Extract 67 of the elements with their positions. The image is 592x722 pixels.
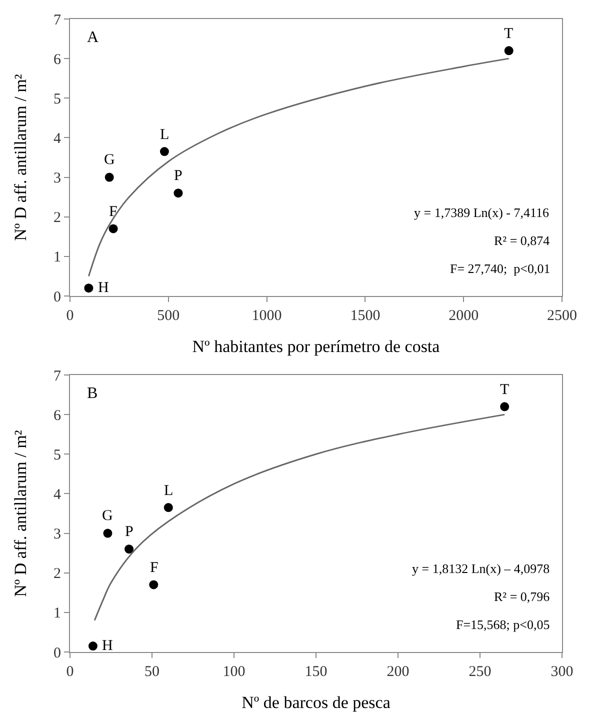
y-tick-label: 2 xyxy=(54,210,61,226)
y-tick-label: 0 xyxy=(54,289,61,306)
line-series xyxy=(94,414,506,622)
y-tick-label: 6 xyxy=(54,52,62,68)
annotation: G xyxy=(104,152,115,168)
point xyxy=(108,224,118,234)
point xyxy=(104,172,114,182)
point xyxy=(124,544,134,554)
annotation: G xyxy=(102,508,113,524)
point xyxy=(164,503,173,512)
x-tick-label: 500 xyxy=(157,308,180,324)
annotation: A xyxy=(87,29,99,46)
x-tick-label: 1000 xyxy=(252,308,282,324)
annotation: y = 1,8132 Ln(x) – 4,0978 xyxy=(412,561,550,576)
y-tick-label: 0 xyxy=(54,645,61,662)
x-tick-label: 2500 xyxy=(547,308,577,324)
line-series xyxy=(88,58,510,277)
x-tick-label: 1500 xyxy=(350,308,380,324)
x-tick-label: 50 xyxy=(144,664,160,680)
annotation: F= 27,740; p<0,01 xyxy=(450,261,550,276)
x-axis-title: Nº habitantes por perímetro de costa xyxy=(192,337,440,356)
x-tick-label: 250 xyxy=(468,664,492,680)
y-axis-title: Nº D aff. antillarum / m² xyxy=(11,74,30,241)
point xyxy=(149,580,158,590)
annotation: R² = 0,874 xyxy=(494,233,550,248)
point xyxy=(504,46,514,56)
x-tick-label: 300 xyxy=(550,664,574,680)
y-tick-label: 2 xyxy=(54,566,61,582)
annotation: F xyxy=(109,204,118,220)
annotation: H xyxy=(102,638,113,654)
point xyxy=(160,147,169,156)
annotation: L xyxy=(164,483,174,499)
y-tick-label: 6 xyxy=(54,408,62,424)
annotation: P xyxy=(125,524,134,540)
annotation: F xyxy=(150,560,158,576)
point xyxy=(174,188,183,198)
y-tick-label: 3 xyxy=(54,170,61,187)
point xyxy=(84,284,94,293)
point xyxy=(500,402,510,412)
annotation: R² = 0,796 xyxy=(494,589,550,604)
annotation: P xyxy=(174,168,182,184)
annotation: F=15,568; p<0,05 xyxy=(456,617,550,632)
annotation: T xyxy=(500,382,510,398)
annotation: B xyxy=(87,385,98,402)
annotation: T xyxy=(504,26,514,42)
x-tick-label: 100 xyxy=(222,664,246,680)
x-tick-label: 2000 xyxy=(448,308,479,324)
y-tick-label: 5 xyxy=(54,447,61,464)
y-tick-label: 3 xyxy=(54,526,61,543)
y-tick-label: 7 xyxy=(54,368,62,384)
x-tick-label: 200 xyxy=(386,664,410,680)
y-tick-label: 1 xyxy=(54,250,61,266)
annotation: L xyxy=(160,127,170,143)
y-axis-title: Nº D aff. antillarum / m² xyxy=(11,430,30,597)
x-axis-title: Nº de barcos de pesca xyxy=(242,693,391,712)
y-tick-label: 1 xyxy=(54,606,61,622)
y-tick-label: 4 xyxy=(54,486,62,503)
annotation: H xyxy=(98,280,109,296)
y-tick-label: 5 xyxy=(54,91,61,108)
annotation: y = 1,7389 Ln(x) - 7,4116 xyxy=(414,205,550,220)
x-tick-label: 150 xyxy=(304,664,328,680)
point xyxy=(103,528,112,538)
point xyxy=(88,642,98,651)
x-tick-label: 0 xyxy=(66,308,74,324)
x-tick-label: 0 xyxy=(66,664,74,680)
y-tick-label: 7 xyxy=(54,12,62,28)
y-tick-label: 4 xyxy=(54,130,62,147)
